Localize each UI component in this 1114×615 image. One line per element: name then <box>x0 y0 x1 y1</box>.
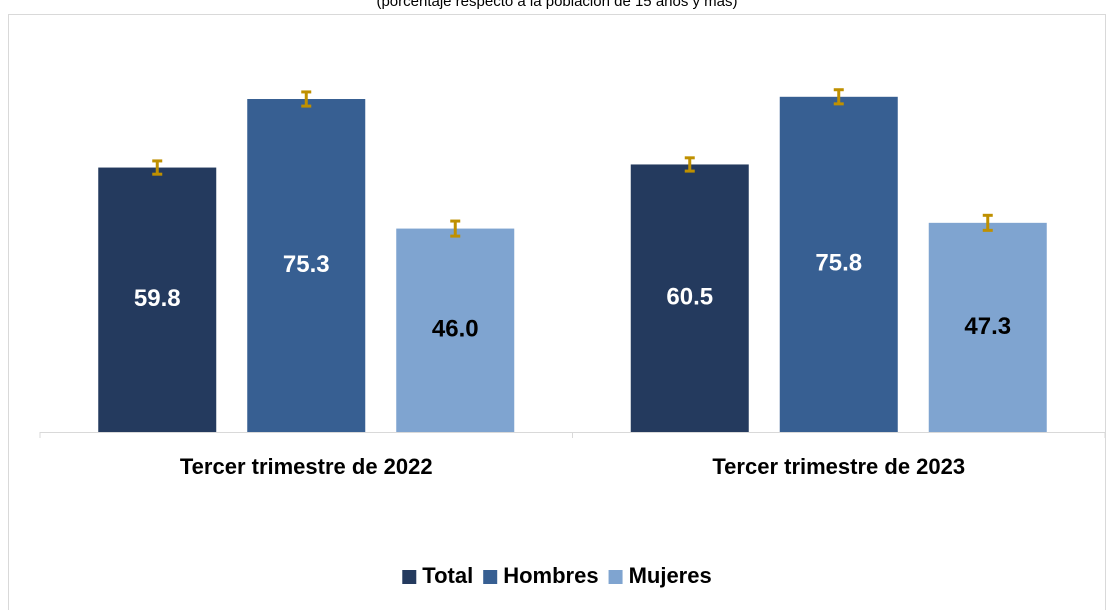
bar <box>396 228 515 432</box>
error-bar <box>833 88 844 106</box>
x-tick-label: Tercer trimestre de 2023 <box>712 454 965 479</box>
error-bar <box>450 219 461 238</box>
error-bar <box>152 159 163 176</box>
bar <box>779 96 898 432</box>
legend-label: Mujeres <box>629 563 712 588</box>
legend-swatch <box>402 570 417 584</box>
x-tick-label: Tercer trimestre de 2022 <box>180 454 433 479</box>
bar <box>98 167 217 432</box>
bar <box>630 164 749 432</box>
value-label: 75.3 <box>283 251 330 278</box>
value-label: 59.8 <box>134 285 181 312</box>
value-label: 47.3 <box>964 313 1011 340</box>
error-bar <box>982 213 993 232</box>
error-bar <box>684 156 695 173</box>
legend-label: Total <box>422 563 473 588</box>
value-label: 60.5 <box>666 284 713 311</box>
error-bar <box>301 90 312 108</box>
value-label: 75.8 <box>815 250 862 277</box>
bar <box>928 222 1047 432</box>
bar <box>247 99 366 433</box>
chart-subtitle: (porcentaje respecto a la población de 1… <box>376 0 737 10</box>
legend-swatch <box>483 570 498 584</box>
value-label: 46.0 <box>432 316 479 343</box>
legend-label: Hombres <box>503 563 598 588</box>
legend-swatch <box>608 570 623 584</box>
